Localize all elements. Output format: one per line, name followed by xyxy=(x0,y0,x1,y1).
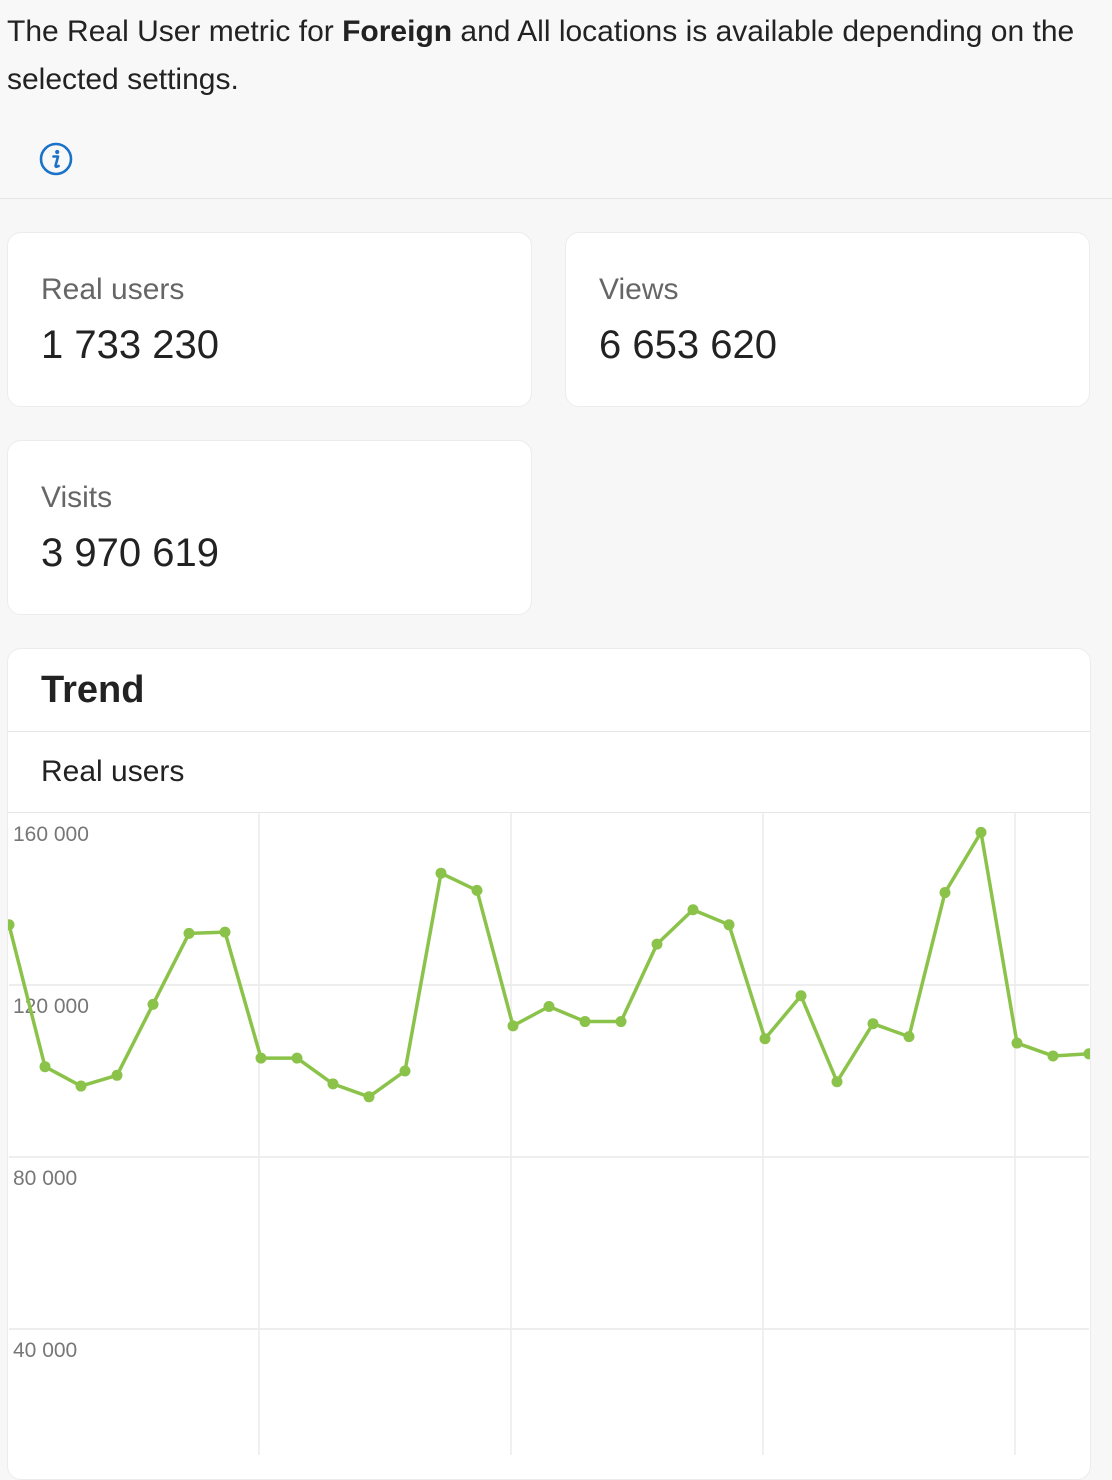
metric-value: 6 653 620 xyxy=(599,323,777,367)
data-point[interactable] xyxy=(183,927,195,939)
data-point[interactable] xyxy=(255,1052,267,1064)
trend-title: Trend xyxy=(41,669,145,711)
series-line xyxy=(8,830,1090,1099)
data-point[interactable] xyxy=(1047,1050,1059,1062)
metric-card-real-users: Real users 1 733 230 xyxy=(7,232,532,407)
data-point[interactable] xyxy=(291,1052,303,1064)
y-tick-label: 160 000 xyxy=(13,823,89,846)
data-point[interactable] xyxy=(219,926,231,938)
metric-card-visits: Visits 3 970 619 xyxy=(7,440,532,615)
data-point[interactable] xyxy=(975,826,987,838)
data-point[interactable] xyxy=(1083,1048,1091,1060)
divider xyxy=(8,731,1090,732)
settings-notice: The Real User metric for Foreign and All… xyxy=(0,0,1112,199)
data-point[interactable] xyxy=(147,998,159,1010)
notice-text: The Real User metric for Foreign and All… xyxy=(7,15,1075,96)
metric-value: 1 733 230 xyxy=(41,323,219,367)
y-tick-label: 40 000 xyxy=(13,1339,77,1362)
data-point[interactable] xyxy=(831,1076,843,1088)
data-point[interactable] xyxy=(1011,1037,1023,1049)
data-point[interactable] xyxy=(111,1069,123,1081)
data-point[interactable] xyxy=(363,1091,375,1103)
real-users-line-chart[interactable]: 160 000 120 000 80 000 40 000 xyxy=(8,649,1090,1455)
data-point[interactable] xyxy=(687,904,699,916)
data-point[interactable] xyxy=(579,1016,591,1028)
data-point[interactable] xyxy=(939,887,951,899)
metric-card-views: Views 6 653 620 xyxy=(565,232,1090,407)
data-point[interactable] xyxy=(435,867,447,879)
data-point[interactable] xyxy=(615,1016,627,1028)
data-point[interactable] xyxy=(471,884,483,896)
metric-label: Views xyxy=(599,273,679,306)
data-point[interactable] xyxy=(759,1033,771,1045)
data-point[interactable] xyxy=(327,1078,339,1090)
data-point[interactable] xyxy=(39,1061,51,1073)
data-point[interactable] xyxy=(723,919,735,931)
data-point[interactable] xyxy=(903,1031,915,1043)
trend-card: Trend Real users 160 000 120 000 80 000 40 … xyxy=(7,648,1091,1480)
metric-label: Real users xyxy=(41,273,185,306)
y-tick-label: 120 000 xyxy=(13,995,89,1018)
trend-subtitle: Real users xyxy=(41,755,185,788)
metric-value: 3 970 619 xyxy=(41,531,219,575)
data-point[interactable] xyxy=(867,1018,879,1030)
data-point[interactable] xyxy=(8,919,15,931)
data-point[interactable] xyxy=(651,938,663,950)
divider xyxy=(8,812,1090,813)
data-point[interactable] xyxy=(399,1065,411,1077)
data-point[interactable] xyxy=(507,1020,519,1032)
metric-label: Visits xyxy=(41,481,113,514)
data-point[interactable] xyxy=(543,1001,555,1012)
y-tick-label: 80 000 xyxy=(13,1167,77,1190)
data-point[interactable] xyxy=(795,990,807,1002)
notice-location: Foreign xyxy=(342,15,453,48)
info-icon[interactable] xyxy=(39,142,73,176)
data-point[interactable] xyxy=(75,1080,87,1092)
